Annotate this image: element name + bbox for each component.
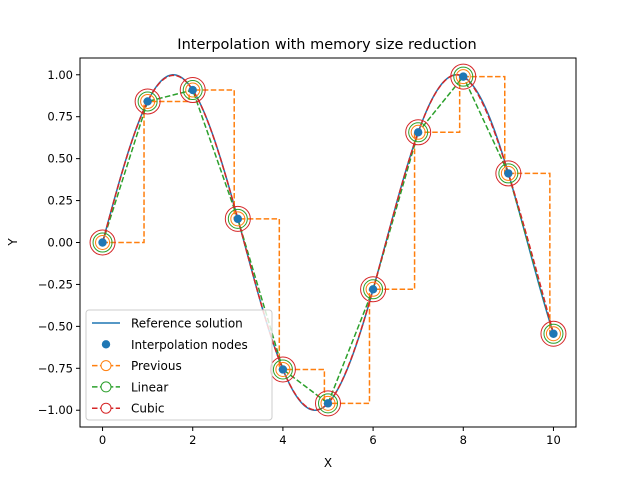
previous-marker [455,69,471,85]
linear-marker [272,359,293,380]
interpolation-node [278,365,288,374]
y-tick-label: −0.75 [38,361,73,375]
linear-marker [227,208,248,229]
plot-area [89,63,567,417]
interpolation-node [504,169,513,178]
legend-marker-cubic [100,402,112,414]
y-tick-label: 0.00 [47,236,73,250]
axes: 0 2 4 6 8 10 −1.00 −0.75 −0.50 −0.25 0.00 0.25 0.50 0… [38,57,577,447]
interpolation-node [98,238,107,247]
y-tick-label: 0.50 [47,152,73,166]
cubic-marker [89,229,116,256]
x-tick-label: 8 [460,433,467,447]
linear-marker [453,66,474,87]
x-tick-label: 0 [99,433,106,447]
x-tick-label: 10 [546,433,561,447]
linear-marker [543,323,564,344]
previous-marker [500,165,516,181]
previous-marker [410,124,426,140]
previous-marker [320,395,336,411]
linear-marker [92,232,113,253]
legend-box [85,309,273,421]
interpolation-node [143,97,152,106]
cubic-marker [134,88,161,115]
previous-marker [365,281,381,297]
chart-title: Interpolation with memory size reduction [177,37,476,53]
y-tick-label: −1.00 [38,403,73,417]
x-tick-label: 4 [279,433,286,447]
interpolation-node [368,285,378,294]
y-tick-label: −0.50 [38,319,73,333]
y-tick-label: −0.25 [38,277,73,291]
previous-marker [185,82,201,98]
legend-label-reference: Reference solution [131,317,243,331]
interpolation-node [413,128,423,137]
cubic-marker [405,119,432,146]
previous-marker [545,326,561,342]
cubic-marker [179,77,206,104]
interpolation-node [188,85,197,95]
linear-marker [137,91,158,112]
x-tick-label: 6 [369,433,376,447]
legend-label-cubic: Cubic [131,402,165,416]
legend-label-nodes: Interpolation nodes [131,338,248,352]
x-axis-label: X [324,456,332,470]
series-line-linear [101,75,555,405]
x-tick-label: 2 [189,433,196,447]
legend-label-linear: Linear [131,380,168,394]
cubic-marker [360,276,387,303]
linear-marker [182,80,203,101]
previous-marker [95,235,111,250]
linear-marker [498,163,519,184]
previous-marker [140,93,156,109]
cubic-marker [315,390,341,417]
legend-marker-linear [100,381,112,393]
previous-marker [230,211,246,227]
cubic-marker [495,160,522,187]
linear-marker [408,122,429,143]
linear-marker [363,279,384,300]
cubic-marker [540,320,567,347]
series-line-cubic [101,73,555,411]
y-tick-label: 0.25 [47,194,73,208]
legend-marker-previous [100,360,112,372]
y-axis-label: Y [6,238,20,247]
legend-label-previous: Previous [131,359,182,373]
y-tick-label: 1.00 [47,68,73,82]
y-tick-label: 0.75 [47,110,73,124]
cubic-marker [450,63,477,90]
interpolation-node [233,214,243,224]
previous-marker [275,361,291,377]
linear-marker [318,393,338,414]
cubic-marker [224,205,251,232]
interpolation-node [549,329,558,338]
interpolation-node [459,72,468,81]
legend-swatch-nodes [101,340,111,349]
interpolation-node [323,399,333,408]
legend: Reference solution Interpolation nodes Pre… [85,309,273,421]
